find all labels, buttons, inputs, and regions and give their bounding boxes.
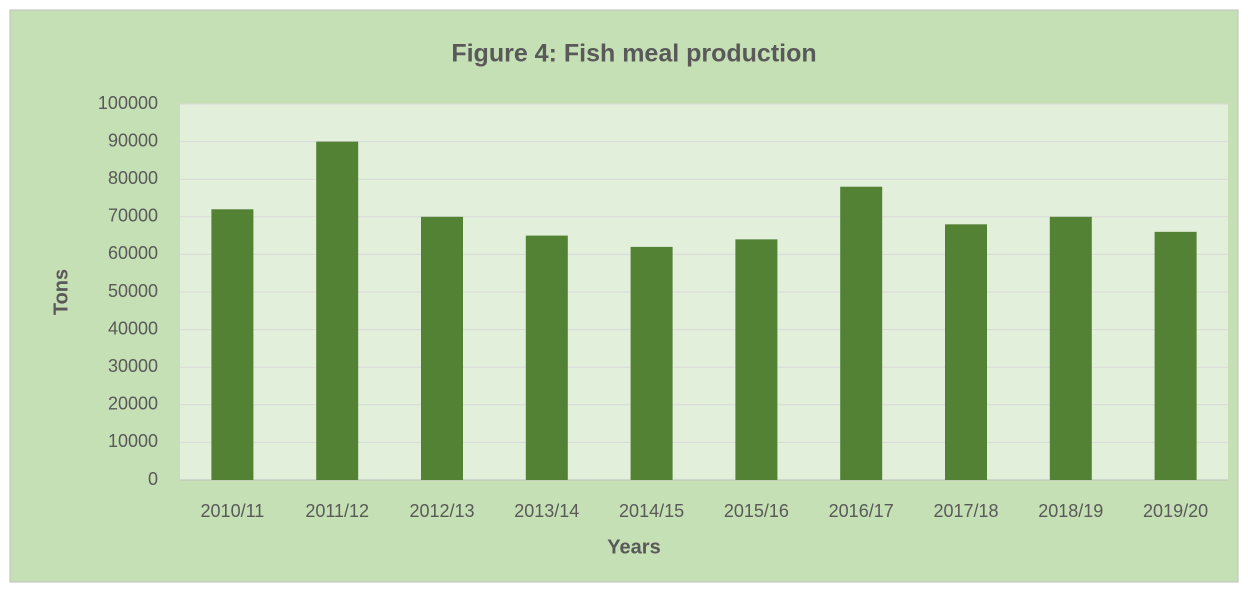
y-tick-label: 90000 [108, 130, 158, 150]
x-axis-title: Years [607, 536, 660, 558]
y-tick-label: 10000 [108, 431, 158, 451]
bar [840, 186, 883, 480]
x-tick-label: 2017/18 [933, 501, 998, 521]
bar [945, 224, 987, 480]
y-axis-title: Tons [50, 269, 72, 315]
x-tick-label: 2015/16 [724, 501, 789, 521]
x-tick-label: 2019/20 [1143, 501, 1208, 521]
bar [316, 141, 359, 480]
y-tick-label: 60000 [108, 243, 158, 263]
bar [421, 216, 463, 481]
bar [630, 246, 673, 480]
y-tick-label: 30000 [108, 356, 158, 376]
x-tick-label: 2018/19 [1038, 501, 1103, 521]
y-tick-label: 80000 [108, 168, 158, 188]
bar [1049, 216, 1092, 481]
x-tick-label: 2010/11 [201, 501, 265, 521]
x-tick-label: 2012/13 [409, 501, 474, 521]
y-tick-label: 20000 [108, 394, 158, 414]
chart-title: Figure 4: Fish meal production [451, 40, 816, 68]
y-tick-label: 50000 [108, 281, 158, 301]
bar [211, 209, 254, 480]
y-tick-label: 70000 [108, 206, 158, 226]
x-tick-label: 2016/17 [829, 501, 894, 521]
bar [525, 235, 568, 480]
bar [1154, 231, 1197, 480]
y-tick-label: 40000 [108, 318, 158, 338]
x-tick-label: 2013/14 [514, 501, 579, 521]
x-tick-label: 2014/15 [619, 501, 684, 521]
x-tick-label: 2011/12 [305, 501, 369, 521]
y-tick-label: 100000 [98, 93, 158, 113]
y-tick-label: 0 [148, 469, 158, 489]
bar [735, 239, 778, 480]
